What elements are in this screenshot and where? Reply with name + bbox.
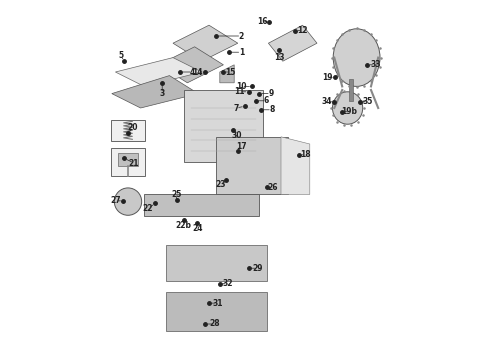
Polygon shape: [349, 79, 353, 101]
Text: 4: 4: [190, 68, 196, 77]
Polygon shape: [116, 58, 202, 86]
Text: 5: 5: [118, 51, 123, 60]
Polygon shape: [269, 25, 317, 61]
Text: 7: 7: [233, 104, 239, 113]
Text: 14: 14: [192, 68, 203, 77]
Text: 3: 3: [160, 89, 165, 98]
Text: 19: 19: [322, 73, 333, 82]
Text: 2: 2: [239, 32, 244, 41]
Text: 16: 16: [257, 17, 268, 26]
Ellipse shape: [333, 29, 380, 86]
Ellipse shape: [333, 92, 363, 124]
Text: 19b: 19b: [342, 107, 357, 116]
Text: 6: 6: [264, 96, 269, 105]
Text: 15: 15: [225, 68, 236, 77]
Text: 22b: 22b: [176, 221, 192, 230]
Polygon shape: [144, 194, 259, 216]
Text: 20: 20: [127, 123, 138, 132]
Text: 23: 23: [215, 180, 226, 189]
Polygon shape: [173, 25, 238, 61]
Text: 1: 1: [239, 48, 244, 57]
Text: 18: 18: [300, 150, 311, 159]
Polygon shape: [220, 65, 234, 83]
Polygon shape: [184, 90, 263, 162]
FancyBboxPatch shape: [118, 153, 138, 166]
Text: 21: 21: [129, 158, 139, 168]
Text: 17: 17: [236, 142, 246, 151]
Text: 29: 29: [252, 264, 263, 273]
Text: 28: 28: [209, 320, 220, 328]
Text: 34: 34: [321, 97, 332, 106]
Polygon shape: [166, 245, 267, 281]
Text: 12: 12: [297, 26, 308, 35]
Text: 22: 22: [143, 204, 153, 213]
Text: 30: 30: [231, 131, 242, 140]
Text: 33: 33: [370, 60, 381, 69]
Text: 9: 9: [269, 89, 273, 98]
Text: 31: 31: [212, 299, 223, 307]
Polygon shape: [112, 76, 198, 108]
FancyBboxPatch shape: [111, 120, 145, 141]
Polygon shape: [159, 47, 223, 83]
Text: 24: 24: [192, 224, 203, 233]
Polygon shape: [281, 137, 310, 194]
Text: 32: 32: [222, 279, 233, 288]
Text: 10: 10: [236, 82, 246, 91]
Polygon shape: [166, 292, 267, 331]
Text: 13: 13: [274, 53, 285, 62]
Text: 25: 25: [172, 190, 182, 199]
FancyBboxPatch shape: [111, 148, 145, 176]
Text: 8: 8: [270, 105, 275, 114]
Text: 35: 35: [363, 97, 373, 106]
Text: 26: 26: [268, 183, 278, 192]
Text: 27: 27: [110, 197, 121, 205]
Polygon shape: [216, 137, 288, 194]
Ellipse shape: [114, 188, 142, 215]
Text: 11: 11: [234, 87, 245, 96]
